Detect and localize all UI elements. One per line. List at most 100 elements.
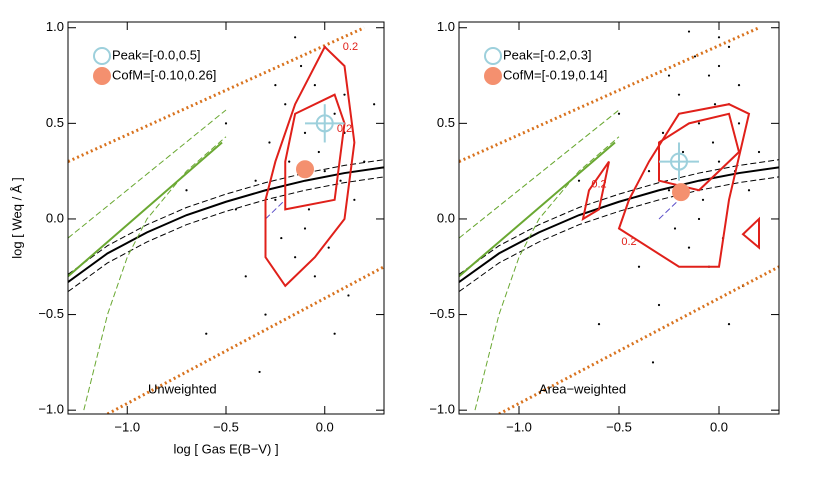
data-point	[701, 198, 705, 201]
model-line	[68, 176, 384, 293]
contour	[617, 103, 751, 268]
model-line	[68, 26, 365, 163]
model-line	[474, 136, 620, 411]
data-point	[657, 303, 661, 307]
model-line	[658, 199, 680, 220]
y-axis-title: log [ Weq / Å ]	[9, 177, 24, 258]
data-point	[307, 208, 311, 211]
data-point	[597, 323, 601, 326]
x-tick-label: −0.5	[213, 419, 239, 434]
data-point	[327, 246, 330, 249]
marker	[315, 114, 334, 133]
y-tick-label: −0.5	[38, 306, 64, 321]
model-line	[459, 159, 779, 275]
data-point	[284, 103, 287, 106]
y-tick-label: 1.0	[46, 19, 64, 34]
data-point	[274, 198, 277, 201]
y-tick-label: −0.5	[429, 306, 455, 321]
y-tick-label: 0.0	[46, 210, 64, 225]
data-point	[185, 189, 188, 192]
x-tick-label: −0.5	[606, 419, 632, 434]
y-tick-label: −1.0	[429, 402, 455, 417]
data-point	[667, 74, 671, 77]
y-tick-label: −1.0	[38, 402, 64, 417]
panel-annotation: Unweighted	[148, 381, 217, 396]
contour-label: 0.2	[621, 236, 636, 248]
data-point	[651, 361, 655, 364]
data-point	[317, 150, 320, 154]
model-line	[83, 136, 227, 411]
data-point	[711, 141, 715, 144]
data-point	[288, 160, 291, 163]
data-point	[299, 64, 303, 68]
y-tick-label: 1.0	[437, 19, 455, 34]
data-point	[697, 217, 701, 221]
data-point	[323, 170, 326, 173]
model-line	[459, 141, 616, 278]
data-point	[303, 131, 307, 135]
data-point	[713, 103, 717, 106]
contour-label: 0.2	[343, 41, 358, 53]
data-point	[661, 131, 665, 135]
data-point	[747, 189, 751, 192]
data-point	[637, 265, 641, 268]
model-line	[68, 166, 384, 283]
x-tick-label: −1.0	[506, 419, 532, 434]
legend-label: CofM=[-0.19,0.14]	[503, 67, 607, 82]
x-tick-label: 0.0	[710, 419, 728, 434]
data-point	[268, 141, 271, 144]
legend-marker	[93, 47, 111, 65]
data-point	[647, 170, 651, 173]
contour-label: 0.2	[591, 178, 606, 190]
marker	[670, 152, 688, 171]
x-tick-label: −1.0	[114, 419, 140, 434]
contour-label: 0.2	[337, 123, 352, 135]
data-point	[577, 179, 581, 182]
plot-area: 0.2 0.2	[68, 26, 384, 414]
model-line	[265, 199, 286, 220]
model-line	[459, 166, 779, 283]
data-point	[373, 103, 376, 106]
panel-annotation: Area−weighted	[539, 381, 626, 396]
plot-area: 0.2 0.2	[459, 26, 779, 414]
data-point	[234, 208, 237, 211]
data-point	[681, 150, 685, 154]
data-point	[693, 55, 697, 58]
data-point	[757, 150, 761, 154]
y-tick-label: 0.5	[437, 115, 455, 130]
x-axis-title: log [ Gas E(B−V) ]	[173, 441, 278, 456]
data-point	[697, 122, 701, 125]
y-tick-label: 0.5	[46, 115, 64, 130]
data-point	[673, 227, 677, 230]
data-point	[254, 179, 257, 182]
data-point	[737, 84, 741, 87]
model-line	[68, 159, 384, 275]
model-line	[106, 265, 384, 414]
data-point	[258, 370, 261, 374]
legend-marker	[93, 67, 111, 85]
model-line	[68, 109, 227, 239]
data-point	[707, 74, 711, 77]
data-point	[617, 112, 621, 115]
data-point	[737, 122, 741, 125]
contour	[284, 93, 346, 211]
data-point	[353, 198, 356, 201]
data-point	[717, 160, 721, 163]
data-point	[339, 179, 342, 182]
data-point	[205, 332, 208, 335]
data-point	[343, 93, 346, 96]
legend-label: Peak=[-0.2,0.3]	[503, 47, 592, 62]
data-point	[313, 275, 316, 278]
data-point	[244, 275, 247, 278]
legend-label: CofM=[-0.10,0.26]	[112, 67, 216, 82]
data-point	[717, 64, 721, 68]
data-point	[677, 93, 681, 96]
data-point	[333, 112, 336, 115]
y-tick-label: 0.0	[437, 210, 455, 225]
data-point	[687, 246, 691, 249]
data-point	[313, 84, 316, 87]
model-line	[68, 141, 223, 278]
data-point	[727, 323, 731, 326]
data-point	[294, 256, 297, 259]
